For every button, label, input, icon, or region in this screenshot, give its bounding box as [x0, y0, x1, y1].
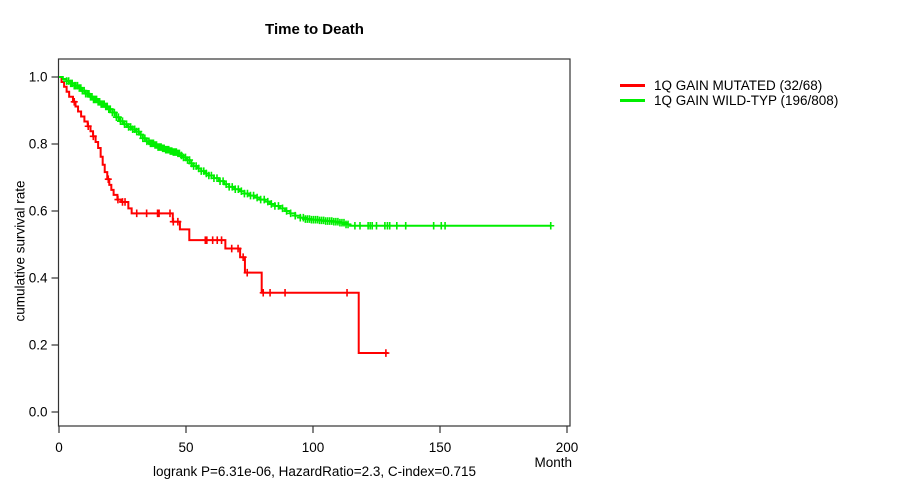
legend-label-wildtype: 1Q GAIN WILD-TYP (196/808)	[654, 93, 839, 108]
chart-title: Time to Death	[265, 21, 364, 38]
legend-line-wildtype	[620, 99, 645, 102]
legend-item-mutated: 1Q GAIN MUTATED (32/68)	[620, 78, 838, 93]
x-tick-label: 200	[556, 440, 579, 455]
x-tick-label: 50	[178, 440, 193, 455]
x-tick-label: 150	[429, 440, 452, 455]
x-tick-label: 0	[55, 440, 63, 455]
x-axis-label: Month	[534, 455, 572, 470]
y-tick-label: 0.6	[29, 204, 48, 219]
y-tick-label: 1.0	[29, 70, 48, 85]
legend-line-mutated	[620, 84, 645, 87]
legend-item-wildtype: 1Q GAIN WILD-TYP (196/808)	[620, 93, 838, 108]
y-tick-label: 0.4	[29, 271, 48, 286]
y-tick-label: 0.0	[29, 405, 48, 420]
y-tick-label: 0.8	[29, 137, 48, 152]
y-tick-label: 0.2	[29, 338, 48, 353]
survival-curve-wildtype	[59, 76, 551, 227]
x-tick-label: 100	[302, 440, 325, 455]
legend-label-mutated: 1Q GAIN MUTATED (32/68)	[654, 78, 823, 93]
legend: 1Q GAIN MUTATED (32/68) 1Q GAIN WILD-TYP…	[620, 78, 838, 108]
censor-marks-mutated	[70, 97, 390, 357]
stats-caption: logrank P=6.31e-06, HazardRatio=2.3, C-i…	[152, 464, 477, 479]
survival-curve-mutated	[59, 76, 389, 355]
plot-box	[57, 58, 571, 427]
censor-marks-wildtype	[63, 77, 555, 230]
